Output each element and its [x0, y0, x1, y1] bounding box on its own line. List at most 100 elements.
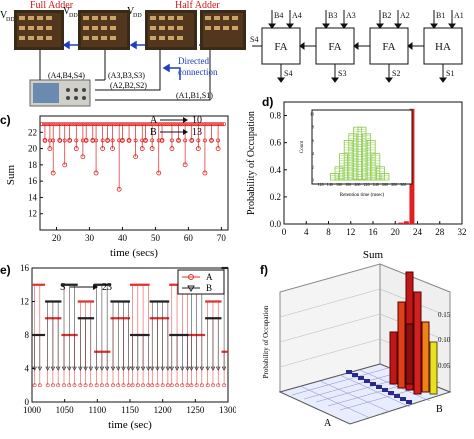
chart-c-point — [105, 138, 110, 143]
chart-e-point-b — [50, 366, 56, 371]
inset-xtick-label: 140 — [327, 182, 333, 187]
chart-c-point — [73, 122, 78, 127]
chart-c-point — [77, 122, 82, 127]
chart-c-point — [116, 186, 122, 192]
chart-e-ytick-label: 0 — [25, 397, 30, 407]
axis-b-label: B — [436, 404, 443, 415]
inset-bar — [334, 166, 344, 181]
chart-e-point-a — [126, 383, 131, 388]
inset-xtick-label: 120 — [318, 182, 324, 187]
chart-c-xtick-label: 50 — [151, 233, 161, 243]
chart-c-point — [129, 122, 133, 127]
output-s4: S4 — [284, 69, 292, 78]
panel-a-diagram: Full Adder Half Adder V DD V DD V DD — [0, 0, 246, 107]
chart-c-frame — [39, 115, 229, 231]
chart-c-point — [214, 122, 219, 127]
chart-c-point — [71, 122, 76, 127]
chart-e-point-b — [37, 366, 43, 371]
chart-c-point — [202, 170, 208, 176]
chart-e-point-a — [169, 383, 174, 388]
chart-e-point-a — [185, 383, 190, 388]
chart-e-point-a — [83, 383, 88, 388]
chart-e-xtick-label: 1050 — [56, 405, 75, 415]
chart-c-point — [160, 122, 165, 127]
chart-c-point — [51, 122, 56, 127]
chart-c-point — [42, 138, 48, 143]
input-a3: A3 — [346, 11, 356, 20]
chart-d-probability: d) 0 4 8 12 16 20 24 28 320.00.20.40.60.8 Sum Pr… — [246, 95, 467, 261]
chart-d-xtick-label: 8 — [326, 227, 331, 237]
chart-c-point — [83, 138, 89, 143]
chart-e-point-b — [194, 366, 199, 371]
circuit-board-3 — [145, 10, 197, 50]
chart-c-point — [62, 138, 67, 143]
panel-d: d) 0 4 8 12 16 20 24 28 32 0.0 0.2 0.4 0.6 0.8 Sum Pr… — [236, 92, 474, 261]
chart-e-point-b — [99, 366, 105, 371]
chart-e-point-a — [211, 383, 215, 388]
svg-text:FA: FA — [274, 41, 287, 53]
floor-grid — [291, 366, 441, 419]
chart-e-point-b — [140, 366, 146, 371]
chart-d-bar — [398, 222, 404, 224]
inset-xtick-label: 200 — [354, 182, 360, 187]
chart-c-point — [93, 122, 98, 127]
chart-c-point — [84, 138, 89, 143]
chart-c-point — [81, 122, 86, 127]
chart-e-point-b — [121, 366, 126, 371]
chart-e-point-a — [56, 383, 61, 388]
chart-c-point — [133, 122, 137, 127]
inset-xtick-label: 260 — [382, 182, 388, 187]
chart-c-ylabel: Sum — [5, 164, 17, 185]
inset-ytick-label: 0 — [312, 178, 314, 183]
chart-e-xtick-label: 1000 — [23, 405, 42, 415]
panel-b: FA FA FA HA S4 — [250, 0, 474, 90]
inset-bar — [380, 173, 390, 181]
chart-c-point — [105, 138, 111, 143]
chart-c-xtick-label: 60 — [184, 233, 194, 243]
block-fa-4: FA — [261, 27, 301, 65]
inset-bar — [362, 133, 371, 181]
vdd-label-2: V — [63, 6, 71, 17]
chart-e-annotation: S 23 — [60, 282, 112, 293]
chart-c-point — [156, 170, 162, 176]
chart-e-point-b — [205, 366, 211, 371]
inset-xtick-label: 240 — [373, 182, 379, 187]
chart-d-ytick-label: 0.8 — [270, 111, 282, 121]
svg-text:S: S — [60, 282, 66, 293]
inset-xlabel: Retention time (msec) — [340, 193, 385, 198]
output-label-1: (A1,B1,S1) — [176, 91, 213, 100]
vdd-sub-3: DD — [133, 13, 142, 19]
chart-c-point — [100, 146, 106, 151]
circuit-board-4 — [200, 10, 246, 50]
adder-block-diagram: FA FA FA HA S4 — [250, 10, 464, 83]
input-a4: A4 — [292, 11, 302, 20]
chart-c-ytick-label: 22 — [28, 127, 37, 137]
inset-xtick-label: 280 — [391, 182, 397, 187]
chart-e-point-a — [150, 383, 155, 388]
chart-e-point-a — [72, 383, 77, 388]
chart-c-point — [115, 122, 120, 127]
chart-e-point-b — [55, 366, 61, 371]
chart-c-point — [220, 122, 225, 127]
chart-d-ytick-label: 0.2 — [270, 192, 281, 202]
chart-d-xtick-label: 0 — [282, 227, 287, 237]
chart-c-point — [202, 138, 207, 143]
panel-c-label: c) — [0, 113, 11, 127]
chart-e-point-b — [126, 366, 131, 371]
inset-ytick-label: 10 — [310, 112, 314, 117]
chart-c-point — [200, 122, 205, 127]
chart-c-point — [80, 154, 86, 160]
chart-c-point — [194, 122, 199, 127]
chart-e-point-b — [165, 366, 171, 371]
chart-c-point — [172, 122, 177, 127]
chart-c-point — [127, 138, 132, 143]
chart-e-point-b — [210, 366, 216, 371]
legend-c-a: A — [150, 115, 158, 126]
chart-c-point — [202, 122, 207, 127]
legend-e-a: A — [206, 272, 213, 282]
chart-c-point — [164, 122, 169, 127]
chart-c-point — [186, 122, 191, 127]
inset-ytick-label: 4 — [312, 151, 314, 156]
block-fa-2: FA — [369, 27, 409, 65]
chart-e-point-b — [78, 366, 83, 371]
